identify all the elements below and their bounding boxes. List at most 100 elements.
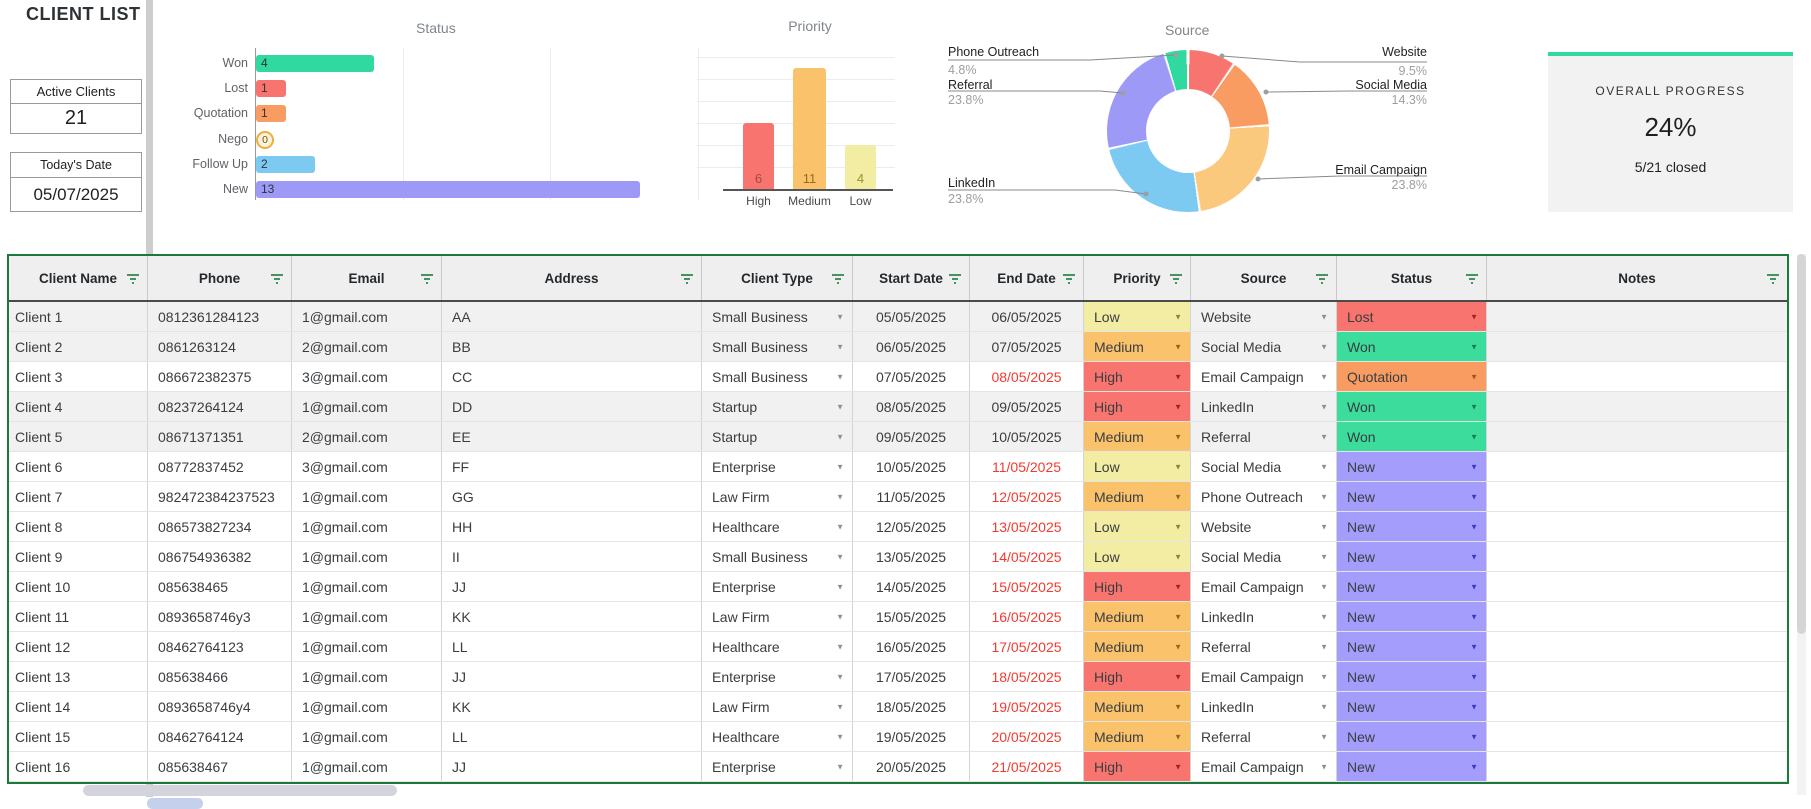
- cell-end[interactable]: 21/05/2025: [970, 752, 1084, 781]
- cell-status[interactable]: Won ▼: [1337, 422, 1487, 451]
- cell-type[interactable]: Law Firm ▼: [702, 482, 853, 511]
- cell-start[interactable]: 10/05/2025: [853, 452, 970, 481]
- cell-type[interactable]: Healthcare ▼: [702, 722, 853, 751]
- cell-priority[interactable]: Medium ▼: [1084, 422, 1191, 451]
- cell-email[interactable]: 1@gmail.com: [292, 692, 442, 721]
- dropdown-arrow-icon[interactable]: ▼: [1470, 552, 1478, 561]
- cell-address[interactable]: DD: [442, 392, 702, 421]
- filter-icon[interactable]: [1766, 272, 1780, 284]
- cell-type[interactable]: Small Business ▼: [702, 542, 853, 571]
- cell-name[interactable]: Client 10: [9, 572, 148, 601]
- cell-type[interactable]: Healthcare ▼: [702, 632, 853, 661]
- cell-type[interactable]: Startup ▼: [702, 422, 853, 451]
- cell-email[interactable]: 3@gmail.com: [292, 452, 442, 481]
- dropdown-arrow-icon[interactable]: ▼: [1320, 672, 1328, 681]
- dropdown-arrow-icon[interactable]: ▼: [1174, 612, 1182, 621]
- cell-name[interactable]: Client 7: [9, 482, 148, 511]
- cell-name[interactable]: Client 5: [9, 422, 148, 451]
- cell-start[interactable]: 16/05/2025: [853, 632, 970, 661]
- cell-end[interactable]: 15/05/2025: [970, 572, 1084, 601]
- cell-address[interactable]: BB: [442, 332, 702, 361]
- cell-status[interactable]: New ▼: [1337, 482, 1487, 511]
- cell-priority[interactable]: Medium ▼: [1084, 482, 1191, 511]
- filter-icon[interactable]: [948, 272, 962, 284]
- cell-name[interactable]: Client 6: [9, 452, 148, 481]
- dropdown-arrow-icon[interactable]: ▼: [1470, 522, 1478, 531]
- cell-phone[interactable]: 0893658746y3: [148, 602, 292, 631]
- cell-email[interactable]: 1@gmail.com: [292, 572, 442, 601]
- dropdown-arrow-icon[interactable]: ▼: [836, 492, 844, 501]
- cell-status[interactable]: Won ▼: [1337, 332, 1487, 361]
- cell-end[interactable]: 13/05/2025: [970, 512, 1084, 541]
- dropdown-arrow-icon[interactable]: ▼: [836, 612, 844, 621]
- cell-name[interactable]: Client 2: [9, 332, 148, 361]
- dropdown-arrow-icon[interactable]: ▼: [1174, 462, 1182, 471]
- dropdown-arrow-icon[interactable]: ▼: [836, 582, 844, 591]
- cell-source[interactable]: Social Media ▼: [1191, 452, 1337, 481]
- dropdown-arrow-icon[interactable]: ▼: [1174, 702, 1182, 711]
- cell-name[interactable]: Client 13: [9, 662, 148, 691]
- cell-end[interactable]: 06/05/2025: [970, 302, 1084, 331]
- cell-address[interactable]: GG: [442, 482, 702, 511]
- dropdown-arrow-icon[interactable]: ▼: [1174, 432, 1182, 441]
- cell-phone[interactable]: 08462764124: [148, 722, 292, 751]
- cell-source[interactable]: Website ▼: [1191, 512, 1337, 541]
- cell-status[interactable]: Lost ▼: [1337, 302, 1487, 331]
- cell-phone[interactable]: 982472384237523: [148, 482, 292, 511]
- cell-status[interactable]: New ▼: [1337, 662, 1487, 691]
- cell-end[interactable]: 16/05/2025: [970, 602, 1084, 631]
- cell-start[interactable]: 06/05/2025: [853, 332, 970, 361]
- cell-source[interactable]: Referral ▼: [1191, 632, 1337, 661]
- cell-start[interactable]: 09/05/2025: [853, 422, 970, 451]
- cell-status[interactable]: Quotation ▼: [1337, 362, 1487, 391]
- cell-start[interactable]: 11/05/2025: [853, 482, 970, 511]
- cell-type[interactable]: Enterprise ▼: [702, 752, 853, 781]
- dropdown-arrow-icon[interactable]: ▼: [1320, 552, 1328, 561]
- dropdown-arrow-icon[interactable]: ▼: [1320, 432, 1328, 441]
- dropdown-arrow-icon[interactable]: ▼: [1320, 402, 1328, 411]
- cell-address[interactable]: CC: [442, 362, 702, 391]
- cell-phone[interactable]: 08772837452: [148, 452, 292, 481]
- cell-email[interactable]: 2@gmail.com: [292, 422, 442, 451]
- cell-phone[interactable]: 08462764123: [148, 632, 292, 661]
- cell-status[interactable]: New ▼: [1337, 512, 1487, 541]
- filter-icon[interactable]: [1062, 272, 1076, 284]
- cell-address[interactable]: EE: [442, 422, 702, 451]
- cell-status[interactable]: New ▼: [1337, 602, 1487, 631]
- cell-priority[interactable]: High ▼: [1084, 392, 1191, 421]
- dropdown-arrow-icon[interactable]: ▼: [1320, 582, 1328, 591]
- cell-status[interactable]: New ▼: [1337, 572, 1487, 601]
- cell-end[interactable]: 14/05/2025: [970, 542, 1084, 571]
- dropdown-arrow-icon[interactable]: ▼: [1470, 582, 1478, 591]
- dropdown-arrow-icon[interactable]: ▼: [1320, 612, 1328, 621]
- dropdown-arrow-icon[interactable]: ▼: [1320, 762, 1328, 771]
- cell-phone[interactable]: 0812361284123: [148, 302, 292, 331]
- cell-priority[interactable]: Medium ▼: [1084, 602, 1191, 631]
- cell-status[interactable]: New ▼: [1337, 632, 1487, 661]
- cell-status[interactable]: New ▼: [1337, 542, 1487, 571]
- dropdown-arrow-icon[interactable]: ▼: [1470, 492, 1478, 501]
- cell-source[interactable]: Social Media ▼: [1191, 542, 1337, 571]
- cell-end[interactable]: 09/05/2025: [970, 392, 1084, 421]
- cell-source[interactable]: LinkedIn ▼: [1191, 602, 1337, 631]
- cell-phone[interactable]: 085638467: [148, 752, 292, 781]
- cell-phone[interactable]: 086672382375: [148, 362, 292, 391]
- dropdown-arrow-icon[interactable]: ▼: [1470, 342, 1478, 351]
- cell-source[interactable]: Referral ▼: [1191, 422, 1337, 451]
- dropdown-arrow-icon[interactable]: ▼: [836, 312, 844, 321]
- dropdown-arrow-icon[interactable]: ▼: [1470, 642, 1478, 651]
- cell-priority[interactable]: Medium ▼: [1084, 722, 1191, 751]
- cell-source[interactable]: LinkedIn ▼: [1191, 392, 1337, 421]
- cell-start[interactable]: 14/05/2025: [853, 572, 970, 601]
- cell-email[interactable]: 1@gmail.com: [292, 302, 442, 331]
- cell-start[interactable]: 07/05/2025: [853, 362, 970, 391]
- filter-icon[interactable]: [831, 272, 845, 284]
- cell-type[interactable]: Small Business ▼: [702, 332, 853, 361]
- cell-priority[interactable]: Medium ▼: [1084, 632, 1191, 661]
- dropdown-arrow-icon[interactable]: ▼: [836, 702, 844, 711]
- filter-icon[interactable]: [420, 272, 434, 284]
- dropdown-arrow-icon[interactable]: ▼: [1174, 732, 1182, 741]
- filter-icon[interactable]: [126, 272, 140, 284]
- dropdown-arrow-icon[interactable]: ▼: [1470, 702, 1478, 711]
- cell-name[interactable]: Client 12: [9, 632, 148, 661]
